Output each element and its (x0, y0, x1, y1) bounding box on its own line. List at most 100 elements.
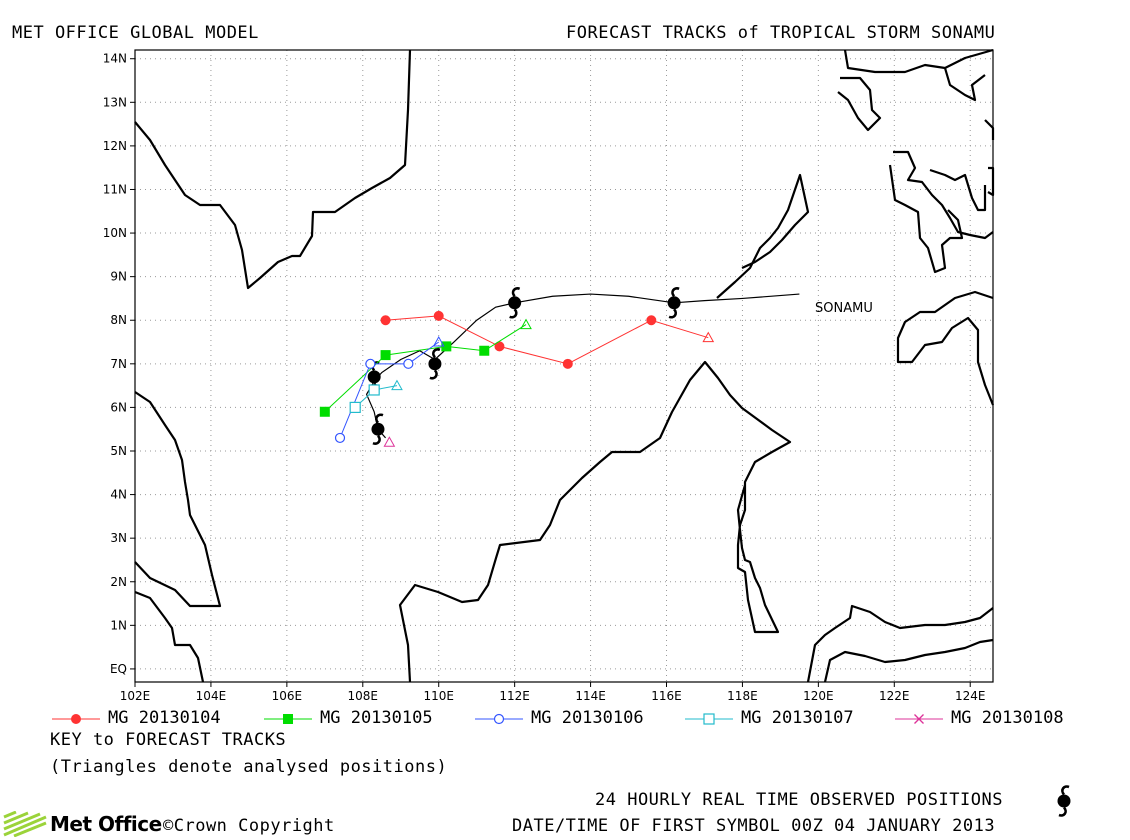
lat-label: 1N (110, 618, 127, 632)
legend-label: MG 20130105 (320, 708, 433, 728)
tropical-storm-icon (1057, 785, 1071, 817)
lon-label: 106E (272, 689, 303, 703)
coastline-mindoro (943, 67, 986, 102)
track-point (380, 315, 391, 326)
lat-label: 11N (103, 182, 127, 196)
model-title: MET OFFICE GLOBAL MODEL (12, 23, 259, 43)
legend-label: MG 20130107 (741, 708, 854, 728)
lat-label: 7N (110, 357, 127, 371)
met-office-logo-text: Met Office (50, 812, 162, 836)
legend-label: MG 20130106 (531, 708, 644, 728)
legend-swatch (264, 714, 312, 724)
coastline-leyte (987, 166, 995, 197)
forecast-track (380, 310, 715, 369)
map-frame (134, 49, 994, 683)
forecast-track (319, 318, 532, 417)
forecast-track-line (339, 341, 440, 439)
tropical-storm-icon (667, 287, 681, 319)
coastline-borneo-south (806, 604, 994, 683)
forecast-track-line (385, 315, 709, 365)
track-point (479, 345, 490, 356)
coastline-negros (929, 168, 987, 212)
coastline-samar (984, 119, 995, 140)
lat-label: 3N (110, 531, 127, 545)
coastline-sulawesi (823, 638, 994, 683)
coastline-sumatra (134, 590, 205, 683)
track-point (334, 432, 346, 444)
observed-track (365, 287, 800, 445)
forecast-track (383, 436, 396, 447)
analysed-position-triangle (391, 379, 403, 391)
lon-label: 114E (575, 689, 606, 703)
met-office-logo-icon (3, 811, 47, 837)
coastline-indochina (134, 49, 412, 290)
key-title: KEY to FORECAST TRACKS (50, 730, 287, 750)
coastline-visayas (893, 150, 994, 240)
lat-label: 13N (103, 95, 127, 109)
legend-label: MG 20130108 (951, 708, 1064, 728)
latitude-labels: 14N 13N 12N 11N 10N 9N 8N 7N 6N 5N 4N 3N 2N 1N EQ (103, 52, 135, 676)
lat-label: 9N (110, 270, 127, 284)
track-point (403, 358, 414, 369)
forecast-track (334, 335, 445, 444)
lon-label: 102E (120, 689, 151, 703)
track-point (349, 401, 361, 414)
tropical-storm-icon (428, 348, 442, 380)
observed-positions-label: 24 HOURLY REAL TIME OBSERVED POSITIONS (595, 790, 1003, 810)
storm-name-label: SONAMU (815, 301, 873, 316)
observed-track-line (365, 293, 800, 439)
key-note: (Triangles denote analysed positions) (50, 757, 448, 777)
lat-label: 6N (110, 400, 127, 414)
track-point (319, 406, 330, 417)
analysed-position-triangle (383, 436, 396, 447)
coastline-mindanao (896, 290, 995, 406)
legend-swatch (685, 713, 733, 725)
lon-label: 122E (879, 689, 910, 703)
track-point (493, 713, 505, 725)
longitude-labels: 102E 104E 106E 108E 110E 112E 114E 116E 118E 120E… (120, 682, 986, 703)
track-point (703, 713, 715, 725)
lat-label: 2N (110, 575, 127, 589)
track-point (433, 310, 444, 321)
coastline-panay (888, 164, 964, 274)
track-point (71, 714, 81, 724)
coastline-borneo (398, 360, 792, 683)
forecast-track-line (324, 324, 527, 413)
lat-label: EQ (110, 662, 127, 676)
copyright-text: ©Crown Copyright (163, 816, 335, 836)
lat-label: 10N (103, 226, 127, 240)
lon-label: 118E (727, 689, 758, 703)
analysed-position-triangle (432, 335, 445, 347)
lat-label: 12N (103, 139, 127, 153)
track-point (380, 350, 391, 361)
lat-label: 8N (110, 313, 127, 327)
analysed-position-triangle (520, 318, 532, 330)
track-point (914, 714, 924, 724)
coastline-philippines-north (843, 48, 994, 74)
coastline-luzon (837, 76, 882, 132)
lat-label: 14N (103, 52, 127, 66)
lon-label: 124E (955, 689, 986, 703)
legend-label: MG 20130104 (108, 708, 221, 728)
coastline-malay-peninsula (134, 391, 222, 608)
lon-label: 110E (423, 689, 454, 703)
lat-label: 5N (110, 444, 127, 458)
legend-swatch (895, 714, 943, 724)
lon-label: 116E (651, 689, 682, 703)
first-symbol-datetime: DATE/TIME OF FIRST SYMBOL 00Z 04 JANUARY… (512, 816, 996, 836)
lon-label: 112E (499, 689, 530, 703)
track-point (283, 714, 293, 724)
lon-label: 104E (196, 689, 227, 703)
track-point (646, 315, 657, 326)
legend-swatch (475, 713, 523, 725)
coastline-palawan (716, 173, 810, 299)
forecast-track (349, 379, 403, 414)
tropical-storm-icon (508, 287, 522, 319)
track-point (562, 358, 573, 369)
tropical-storm-icon (371, 413, 385, 445)
chart-title: FORECAST TRACKS of TROPICAL STORM SONAMU (566, 23, 996, 43)
legend-swatch (52, 714, 100, 724)
lon-label: 120E (803, 689, 834, 703)
analysed-position-triangle (702, 331, 715, 343)
